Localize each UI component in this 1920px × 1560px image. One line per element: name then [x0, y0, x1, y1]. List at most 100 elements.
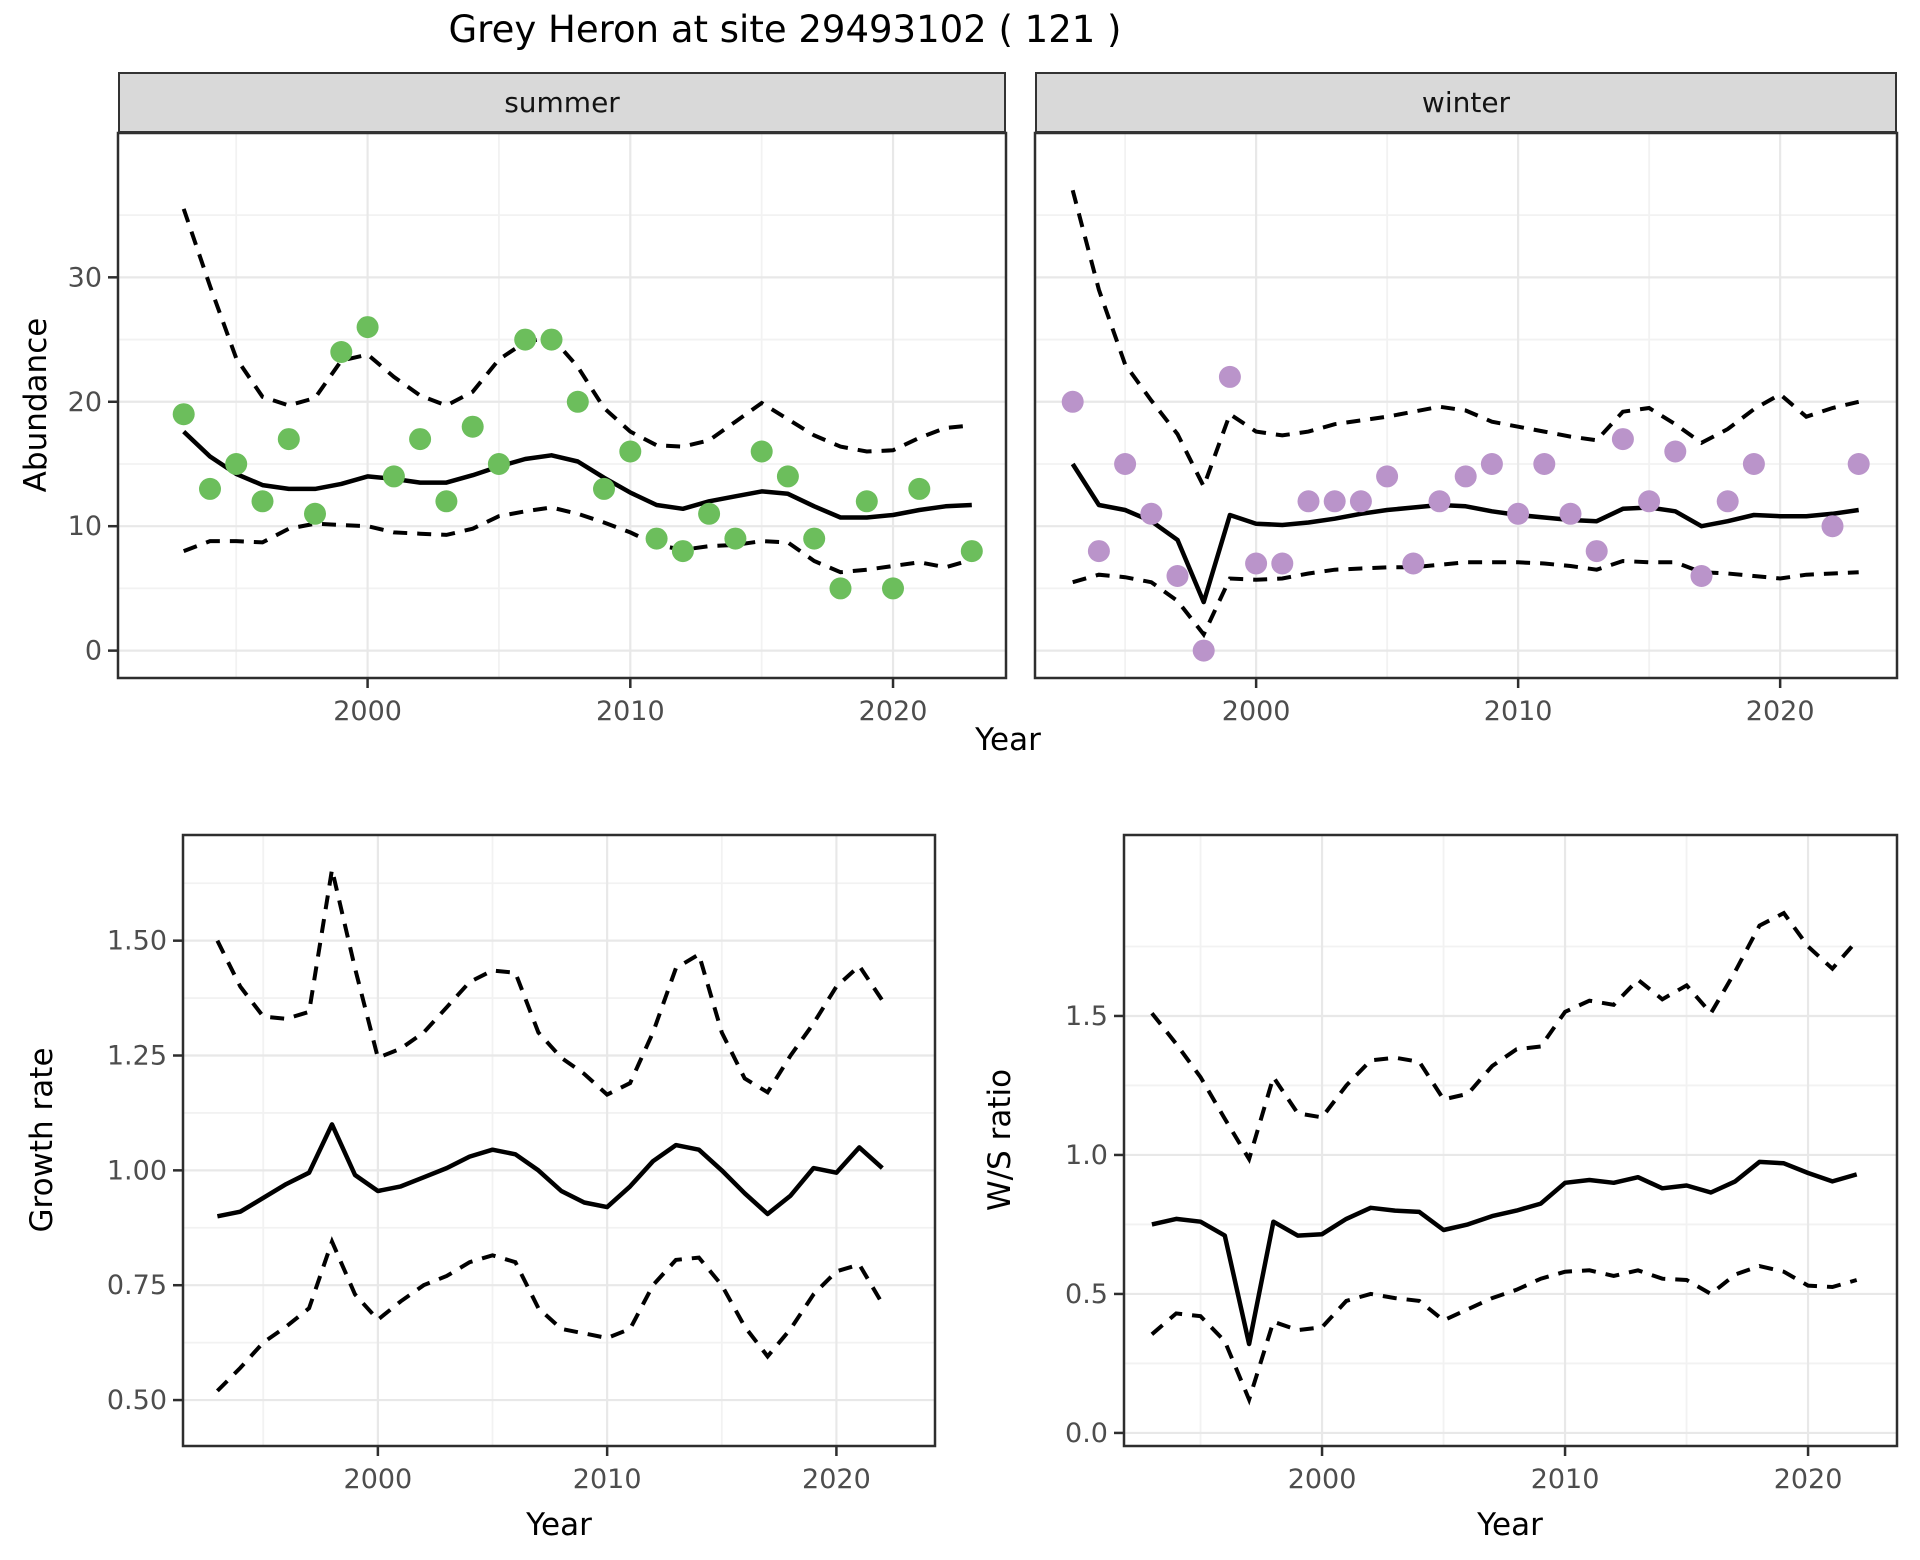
lower-ci-line: [215, 1236, 885, 1393]
x-axis-title-year-bottom-right: Year: [1477, 1507, 1543, 1543]
x-tick-label: 2020: [1774, 1464, 1843, 1495]
data-point: [1114, 453, 1137, 475]
y-tick-label: 20: [68, 387, 102, 418]
trend-line: [1070, 462, 1860, 605]
y-tick-label: 1.00: [107, 1155, 167, 1186]
winter-panel: 2000 2010 2020: [1033, 131, 1899, 727]
ws-axis-ticks: 2000 2010 2020 0.0 0.5 1.0 1.5: [1065, 1001, 1842, 1495]
facet-strip-summer-label: summer: [504, 86, 620, 119]
panel-border: [181, 833, 937, 1448]
data-point: [461, 415, 484, 438]
data-point: [1638, 490, 1661, 513]
data-point: [671, 540, 694, 563]
x-tick-label: 2000: [1222, 696, 1291, 727]
data-point: [1402, 552, 1425, 575]
panel-border: [1033, 131, 1899, 680]
data-point: [1061, 390, 1084, 413]
x-tick-label: 2010: [573, 1464, 642, 1495]
y-axis-title-growth-rate: Growth rate: [24, 1047, 60, 1233]
winter-data-points: [1061, 365, 1870, 662]
data-point: [619, 440, 642, 463]
data-point: [1376, 465, 1399, 488]
summer-axis-ticks: 2000 2010 2020 0 10 20 30: [68, 262, 928, 727]
data-point: [1664, 440, 1687, 463]
facet-strip-winter: winter: [1035, 72, 1897, 133]
data-point: [199, 477, 221, 500]
x-axis-title-year-top: Year: [975, 722, 1041, 758]
data-point: [1690, 565, 1713, 587]
data-point: [1428, 490, 1451, 513]
data-point: [593, 477, 615, 500]
y-tick-label: 1.50: [107, 926, 167, 957]
y-tick-label: 0.0: [1065, 1418, 1108, 1449]
x-tick-label: 2010: [1484, 696, 1553, 727]
y-tick-label: 0: [85, 636, 102, 667]
y-tick-label: 1.5: [1065, 1001, 1108, 1032]
data-point: [225, 453, 248, 475]
trend-line: [182, 429, 972, 520]
data-point: [251, 490, 274, 513]
data-point: [724, 527, 747, 550]
y-tick-label: 10: [68, 511, 102, 542]
chart-title: Grey Heron at site 29493102 ( 121 ): [448, 8, 1122, 51]
data-point: [566, 390, 589, 413]
data-point: [908, 477, 931, 500]
panel-background: [1035, 133, 1897, 678]
data-point: [1585, 540, 1608, 563]
y-tick-label: 0.50: [107, 1385, 167, 1416]
x-tick-label: 2000: [1288, 1464, 1357, 1495]
data-point: [1716, 490, 1739, 513]
data-point: [1087, 540, 1110, 563]
data-point: [514, 328, 537, 351]
data-point: [960, 540, 983, 563]
data-point: [172, 403, 195, 426]
data-point: [1218, 365, 1241, 388]
data-point: [1559, 502, 1582, 525]
panel-border: [1122, 833, 1899, 1448]
data-point: [540, 328, 563, 351]
panel-border: [116, 131, 1008, 680]
data-point: [1323, 490, 1346, 513]
data-point: [1349, 490, 1372, 513]
data-point: [1297, 490, 1320, 513]
data-point: [1271, 552, 1294, 575]
y-tick-label: 1.25: [107, 1041, 167, 1072]
facet-strip-winter-label: winter: [1421, 86, 1511, 119]
lower-ci-line: [1150, 1264, 1858, 1406]
x-tick-label: 2020: [859, 696, 928, 727]
data-point: [645, 527, 668, 550]
y-tick-label: 0.75: [107, 1270, 167, 1301]
winter-axis-ticks: 2000 2010 2020: [1222, 678, 1815, 727]
y-tick-label: 1.0: [1065, 1140, 1108, 1171]
upper-ci-line: [181, 208, 972, 454]
ws-panel: 2000 2010 2020 0.0 0.5 1.0 1.5: [1065, 833, 1899, 1495]
y-tick-label: 30: [68, 262, 102, 293]
y-axis-title-ws-ratio: W/S ratio: [982, 1068, 1018, 1212]
data-point: [435, 490, 458, 513]
data-point: [1245, 552, 1268, 575]
upper-ci-line: [215, 869, 884, 1097]
data-point: [1611, 428, 1634, 451]
summer-panel: 2000 2010 2020 0 10 20 30: [68, 131, 1008, 727]
y-axis-title-abundance: Abundance: [18, 317, 54, 493]
data-point: [1847, 453, 1870, 475]
trend-line: [216, 1122, 884, 1219]
data-point: [1821, 515, 1844, 538]
x-tick-label: 2020: [1746, 696, 1815, 727]
data-point: [882, 577, 904, 600]
data-point: [776, 465, 799, 488]
data-point: [330, 341, 353, 363]
x-tick-label: 2010: [1531, 1464, 1600, 1495]
gridlines: [1124, 835, 1897, 1446]
lower-ci-line: [1072, 558, 1859, 639]
data-point: [1454, 465, 1477, 488]
data-point: [382, 465, 405, 488]
panel-background: [183, 835, 935, 1446]
upper-ci-line: [1070, 189, 1860, 492]
data-point: [829, 577, 852, 600]
x-tick-label: 2000: [344, 1464, 413, 1495]
x-tick-label: 2010: [596, 696, 665, 727]
data-point: [409, 428, 432, 451]
y-tick-label: 0.5: [1065, 1279, 1108, 1310]
